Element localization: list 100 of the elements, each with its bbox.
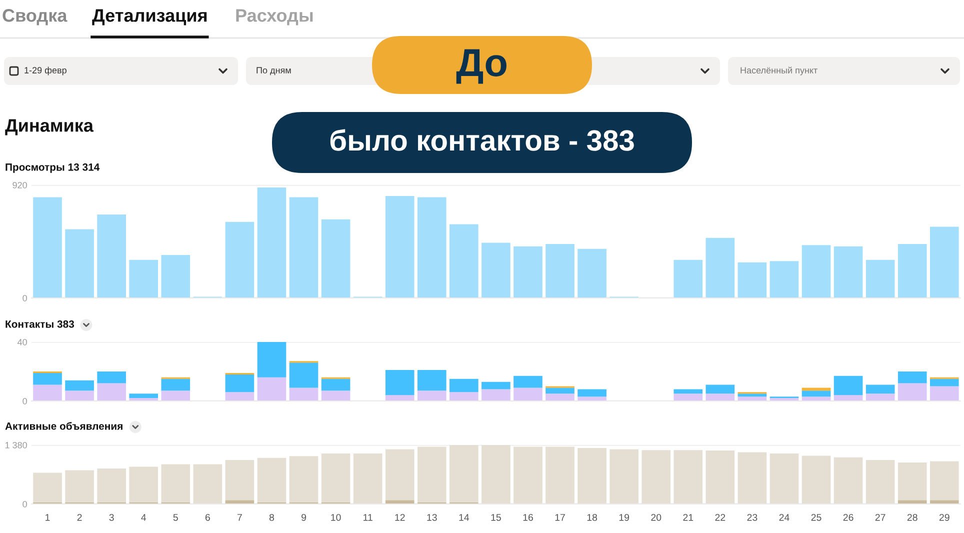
- bar: [866, 460, 895, 504]
- bar: [417, 370, 446, 391]
- bar: [706, 384, 735, 394]
- bar: [417, 446, 446, 502]
- bar: [257, 187, 286, 298]
- bar: [353, 454, 382, 504]
- bar: [289, 388, 318, 401]
- bar: [482, 242, 510, 298]
- bar: [385, 449, 414, 500]
- text: До: [456, 49, 506, 84]
- bar: [225, 222, 254, 298]
- bar: [706, 394, 735, 401]
- bar: [930, 386, 959, 401]
- x-tick-label: 26: [843, 514, 854, 521]
- bar: [578, 248, 606, 298]
- bar: [385, 395, 414, 401]
- bar: [642, 450, 671, 504]
- bar: [97, 214, 126, 298]
- bar: [930, 500, 959, 504]
- text: Детализация: [92, 9, 207, 26]
- bar: [546, 394, 574, 401]
- x-tick-label: 5: [173, 514, 178, 521]
- bar: [65, 390, 94, 401]
- bar: [385, 500, 414, 504]
- bar: [321, 390, 350, 401]
- bar: [97, 372, 126, 384]
- x-tick-label: 29: [939, 514, 950, 521]
- bar: [738, 394, 767, 397]
- bar: [738, 262, 767, 298]
- bar: [898, 462, 927, 500]
- text: Населённый пункт: [740, 66, 818, 76]
- x-tick-label: 4: [141, 514, 146, 521]
- bar: [514, 388, 542, 401]
- x-tick-label: 1: [46, 514, 50, 521]
- bar: [225, 500, 254, 504]
- bar: [417, 197, 446, 298]
- bar: [417, 390, 446, 401]
- bar: [321, 378, 350, 391]
- bar: [866, 384, 895, 394]
- bar: [385, 196, 414, 298]
- bar: [834, 395, 863, 401]
- bar: [385, 370, 414, 396]
- bar: [802, 245, 831, 298]
- text: По дням: [256, 67, 291, 76]
- bar: [97, 383, 126, 401]
- x-tick-label: 21: [683, 514, 694, 521]
- bar: [450, 392, 478, 401]
- bar: [802, 388, 831, 391]
- bar: [546, 446, 574, 504]
- bar: [482, 389, 510, 401]
- x-tick-label: 8: [269, 514, 274, 521]
- y-tick-label: 920: [12, 182, 27, 188]
- bar: [866, 260, 895, 298]
- bar: [930, 226, 959, 298]
- bar: [97, 468, 126, 502]
- x-tick-label: 14: [459, 514, 470, 521]
- bar: [129, 466, 158, 502]
- bar: [610, 449, 638, 504]
- bar: [257, 458, 286, 502]
- x-tick-label: 10: [331, 514, 341, 521]
- bar: [578, 448, 606, 504]
- bar: [33, 372, 62, 385]
- x-tick-label: 15: [491, 514, 501, 521]
- bar: [225, 374, 254, 392]
- bar: [482, 445, 510, 504]
- bar: [161, 390, 190, 401]
- bar: [257, 342, 286, 378]
- bar: [65, 229, 94, 298]
- text: Сводка: [2, 9, 68, 26]
- bar: [834, 376, 863, 396]
- bar: [898, 244, 927, 298]
- x-tick-label: 20: [651, 514, 662, 521]
- bar: [738, 452, 767, 504]
- bar: [834, 246, 863, 298]
- x-tick-label: 18: [587, 514, 598, 521]
- bar: [546, 388, 574, 394]
- bar: [898, 372, 927, 384]
- bar: [33, 197, 62, 298]
- bar: [930, 461, 959, 500]
- text: было контактов - 383: [330, 129, 634, 151]
- bar: [706, 450, 735, 504]
- text: Расходы: [236, 9, 313, 26]
- x-tick-label: 6: [205, 514, 210, 521]
- bar: [674, 260, 703, 298]
- bar: [514, 376, 542, 388]
- bar: [321, 454, 350, 502]
- bar: [770, 261, 799, 298]
- bar: [225, 392, 254, 401]
- bar: [578, 396, 606, 401]
- x-tick-label: 17: [555, 514, 565, 521]
- text: Динамика: [5, 119, 94, 136]
- bar: [450, 378, 478, 392]
- bar: [482, 382, 510, 390]
- bar: [225, 460, 254, 500]
- x-tick-label: 11: [364, 514, 372, 521]
- bar: [129, 394, 158, 398]
- x-tick-label: 24: [779, 514, 790, 521]
- chart-title: Активные объявления: [5, 422, 122, 430]
- bar: [514, 246, 542, 298]
- chart-title: Просмотры 13 314: [6, 163, 100, 173]
